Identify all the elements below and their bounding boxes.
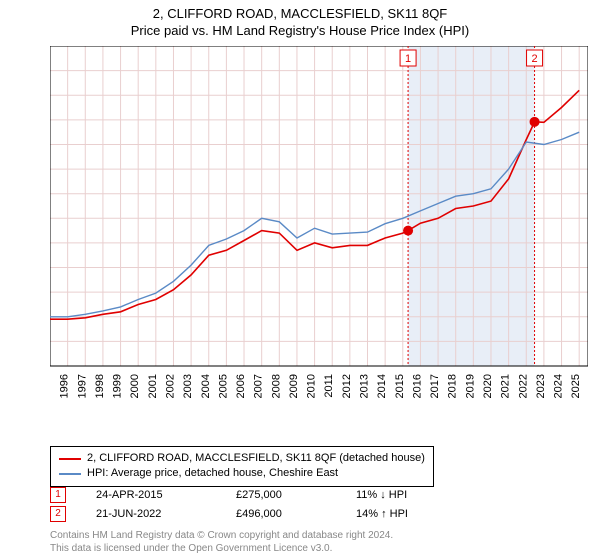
footer-line-1: Contains HM Land Registry data © Crown c… <box>50 530 393 543</box>
sale-date-2: 21-JUN-2022 <box>96 505 206 524</box>
sale-date-1: 24-APR-2015 <box>96 486 206 505</box>
svg-text:2003: 2003 <box>182 374 194 398</box>
svg-text:1995: 1995 <box>50 374 53 398</box>
svg-text:1998: 1998 <box>94 374 106 398</box>
svg-text:2009: 2009 <box>288 374 300 398</box>
sale-price-1: £275,000 <box>236 486 326 505</box>
legend-swatch-2 <box>59 473 81 475</box>
svg-text:2013: 2013 <box>359 374 371 398</box>
svg-text:2021: 2021 <box>500 374 512 398</box>
legend-item-1: 2, CLIFFORD ROAD, MACCLESFIELD, SK11 8QF… <box>59 451 425 466</box>
sales-table: 1 24-APR-2015 £275,000 11% ↓ HPI 2 21-JU… <box>50 486 476 523</box>
svg-text:2007: 2007 <box>253 374 265 398</box>
svg-text:2016: 2016 <box>411 374 423 398</box>
svg-text:2011: 2011 <box>323 374 335 398</box>
svg-text:2006: 2006 <box>235 374 247 398</box>
chart-container: 2, CLIFFORD ROAD, MACCLESFIELD, SK11 8QF… <box>0 0 600 560</box>
page-subtitle: Price paid vs. HM Land Registry's House … <box>0 21 600 38</box>
svg-text:1: 1 <box>405 53 411 65</box>
svg-text:2017: 2017 <box>429 374 441 398</box>
svg-text:2: 2 <box>531 53 537 65</box>
sale-row-1: 1 24-APR-2015 £275,000 11% ↓ HPI <box>50 486 476 505</box>
sale-diff-2: 14% ↑ HPI <box>356 505 476 524</box>
page-title: 2, CLIFFORD ROAD, MACCLESFIELD, SK11 8QF <box>0 0 600 21</box>
svg-text:2020: 2020 <box>482 374 494 398</box>
legend-label-2: HPI: Average price, detached house, Ches… <box>87 466 338 481</box>
svg-text:1999: 1999 <box>112 374 124 398</box>
svg-text:2019: 2019 <box>464 374 476 398</box>
svg-text:2023: 2023 <box>535 374 547 398</box>
sale-diff-1: 11% ↓ HPI <box>356 486 476 505</box>
svg-text:2001: 2001 <box>147 374 159 398</box>
sale-price-2: £496,000 <box>236 505 326 524</box>
svg-text:2005: 2005 <box>217 374 229 398</box>
legend: 2, CLIFFORD ROAD, MACCLESFIELD, SK11 8QF… <box>50 446 434 487</box>
sale-marker-2: 2 <box>50 506 66 522</box>
sale-row-2: 2 21-JUN-2022 £496,000 14% ↑ HPI <box>50 505 476 524</box>
svg-text:1997: 1997 <box>76 374 88 398</box>
svg-text:2022: 2022 <box>517 374 529 398</box>
legend-item-2: HPI: Average price, detached house, Ches… <box>59 466 425 481</box>
svg-text:2008: 2008 <box>270 374 282 398</box>
svg-text:2002: 2002 <box>164 374 176 398</box>
svg-text:1996: 1996 <box>59 374 71 398</box>
legend-label-1: 2, CLIFFORD ROAD, MACCLESFIELD, SK11 8QF… <box>87 451 425 466</box>
chart-svg: £0£50K£100K£150K£200K£250K£300K£350K£400… <box>50 46 588 402</box>
svg-text:2004: 2004 <box>200 374 212 398</box>
svg-text:2025: 2025 <box>570 374 582 398</box>
svg-text:2000: 2000 <box>129 374 141 398</box>
svg-text:2024: 2024 <box>553 374 565 398</box>
svg-text:2010: 2010 <box>306 374 318 398</box>
svg-text:2018: 2018 <box>447 374 459 398</box>
legend-swatch-1 <box>59 458 81 460</box>
footer-line-2: This data is licensed under the Open Gov… <box>50 543 393 556</box>
svg-text:2014: 2014 <box>376 374 388 398</box>
svg-text:2015: 2015 <box>394 374 406 398</box>
sale-marker-1: 1 <box>50 487 66 503</box>
svg-text:2012: 2012 <box>341 374 353 398</box>
footer: Contains HM Land Registry data © Crown c… <box>50 530 393 555</box>
